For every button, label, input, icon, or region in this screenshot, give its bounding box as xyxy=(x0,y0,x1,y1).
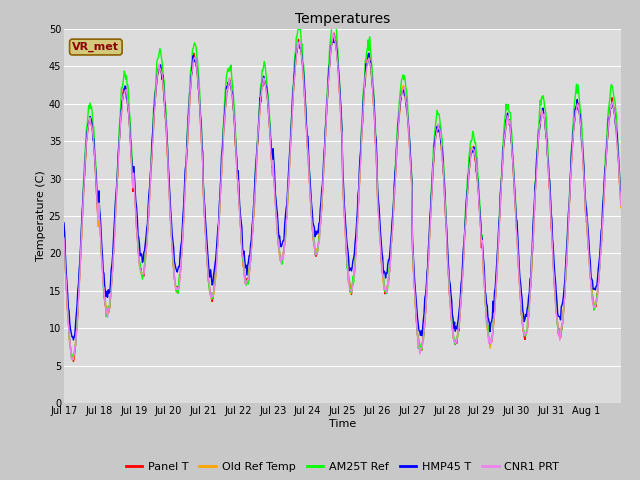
Old Ref Temp xyxy=(277,255,285,261)
HMP45 T xyxy=(401,93,409,98)
Line: HMP45 T: HMP45 T xyxy=(64,36,621,340)
HMP45 T xyxy=(277,244,285,250)
CNR1 PRT xyxy=(228,93,236,98)
Line: Old Ref Temp: Old Ref Temp xyxy=(64,35,621,360)
AM25T Ref xyxy=(433,113,440,119)
X-axis label: Time: Time xyxy=(329,419,356,429)
AM25T Ref xyxy=(60,227,68,232)
AM25T Ref xyxy=(228,81,236,87)
HMP45 T xyxy=(617,189,625,194)
AM25T Ref xyxy=(256,91,264,96)
Panel T xyxy=(126,129,134,135)
HMP45 T xyxy=(433,127,440,132)
CNR1 PRT xyxy=(401,90,409,96)
AM25T Ref xyxy=(617,193,625,199)
AM25T Ref xyxy=(332,19,339,25)
Old Ref Temp xyxy=(126,130,134,136)
Old Ref Temp xyxy=(256,104,264,110)
CNR1 PRT xyxy=(433,132,440,137)
HMP45 T xyxy=(126,132,134,138)
Old Ref Temp xyxy=(433,129,440,134)
HMP45 T xyxy=(228,91,236,96)
AM25T Ref xyxy=(126,115,134,121)
Line: AM25T Ref: AM25T Ref xyxy=(64,22,621,357)
AM25T Ref xyxy=(67,354,75,360)
Panel T xyxy=(433,131,440,136)
AM25T Ref xyxy=(277,257,285,263)
CNR1 PRT xyxy=(68,357,76,363)
Old Ref Temp xyxy=(401,91,409,96)
Panel T xyxy=(277,256,285,262)
Old Ref Temp xyxy=(60,237,68,242)
Panel T xyxy=(228,95,236,101)
HMP45 T xyxy=(70,337,77,343)
HMP45 T xyxy=(330,33,338,38)
Panel T xyxy=(70,359,77,364)
Line: Panel T: Panel T xyxy=(64,33,621,361)
Text: VR_met: VR_met xyxy=(72,42,119,52)
Line: CNR1 PRT: CNR1 PRT xyxy=(64,33,621,360)
AM25T Ref xyxy=(401,77,409,83)
Old Ref Temp xyxy=(330,32,337,38)
CNR1 PRT xyxy=(330,30,337,36)
Y-axis label: Temperature (C): Temperature (C) xyxy=(36,170,46,262)
Legend: Panel T, Old Ref Temp, AM25T Ref, HMP45 T, CNR1 PRT: Panel T, Old Ref Temp, AM25T Ref, HMP45 … xyxy=(121,457,564,476)
CNR1 PRT xyxy=(256,107,264,113)
HMP45 T xyxy=(256,95,264,100)
CNR1 PRT xyxy=(126,133,134,139)
Old Ref Temp xyxy=(70,357,77,362)
Panel T xyxy=(256,101,264,107)
Panel T xyxy=(617,198,625,204)
CNR1 PRT xyxy=(617,203,625,208)
Panel T xyxy=(401,92,409,98)
Old Ref Temp xyxy=(228,93,236,98)
CNR1 PRT xyxy=(60,235,68,241)
CNR1 PRT xyxy=(277,260,285,266)
Title: Temperatures: Temperatures xyxy=(295,12,390,26)
Panel T xyxy=(60,234,68,240)
HMP45 T xyxy=(60,220,68,226)
Panel T xyxy=(330,30,338,36)
Old Ref Temp xyxy=(617,205,625,211)
